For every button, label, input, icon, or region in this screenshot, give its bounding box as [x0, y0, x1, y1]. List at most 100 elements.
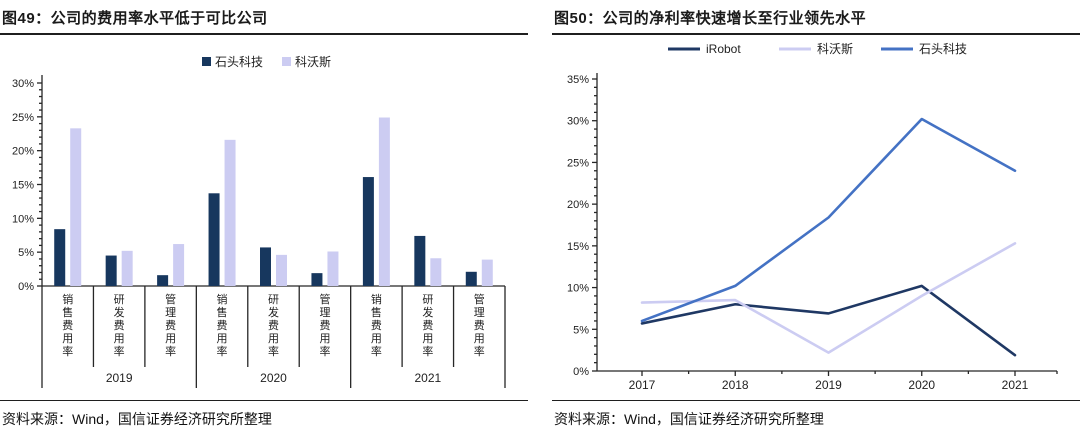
category-label-char: 研	[268, 294, 279, 306]
category-label-char: 售	[62, 305, 73, 319]
legend-label-科沃斯: 科沃斯	[295, 55, 331, 69]
x-tick-label-2021: 2021	[1002, 378, 1029, 392]
category-label-char: 研	[114, 294, 125, 306]
series-line-科沃斯	[640, 242, 1017, 354]
category-label-char: 费	[422, 319, 433, 332]
year-label-2019: 2019	[106, 371, 133, 385]
category-label-char: 用	[217, 333, 228, 345]
x-tick-label-2020: 2020	[908, 378, 935, 392]
category-label-char: 率	[474, 344, 485, 358]
y-tick-label: 25%	[567, 157, 589, 169]
figure-50-title: 图50：公司的净利率快速增长至行业领先水平	[552, 0, 1080, 35]
category-label-char: 发	[268, 305, 279, 319]
bar-科沃斯-2021-管理费用率	[481, 259, 493, 286]
y-tick-label: 20%	[12, 146, 34, 158]
y-tick-label: 10%	[567, 283, 589, 295]
category-label-char: 率	[371, 344, 382, 358]
category-label-char: 费	[474, 319, 485, 332]
legend-label-iRobot: iRobot	[706, 42, 741, 56]
y-axis	[37, 75, 505, 388]
legend-swatch-科沃斯	[282, 57, 291, 66]
year-label-2020: 2020	[260, 371, 287, 385]
bar-石头科技-2019-研发费用率	[105, 255, 117, 286]
category-label-char: 售	[217, 305, 228, 319]
category-label-char: 研	[422, 294, 433, 306]
category-label-char: 用	[474, 333, 485, 345]
y-tick-label: 0%	[18, 281, 34, 293]
category-label-char: 费	[371, 319, 382, 332]
category-label-char: 率	[422, 344, 433, 358]
category-label-char: 用	[422, 333, 433, 345]
figure-50-panel: 图50：公司的净利率快速增长至行业领先水平 iRobot 科沃斯 石头科技 0% 5% 1…	[552, 0, 1080, 435]
category-label-char: 率	[268, 344, 279, 358]
category-label-char: 发	[422, 305, 433, 319]
figure-50-source-note: 资料来源：Wind，国信证券经济研究所整理	[552, 400, 1080, 429]
category-label-char: 销	[217, 292, 228, 306]
y-tick-label: 25%	[12, 112, 34, 124]
x-tick-label-2017: 2017	[629, 378, 656, 392]
legend-label-石头科技: 石头科技	[919, 42, 967, 56]
category-label-char: 费	[165, 319, 176, 332]
net-margin-line-chart: iRobot 科沃斯 石头科技 0% 5% 10% 15% 20% 25% 30% 35% 2017 2…	[552, 35, 1080, 400]
category-label-char: 费	[62, 319, 73, 332]
y-tick-label: 0%	[573, 366, 589, 378]
category-label-char: 用	[268, 333, 279, 345]
y-tick-label: 35%	[567, 74, 589, 86]
y-tick-label: 30%	[567, 116, 589, 128]
category-label-char: 用	[319, 333, 330, 345]
category-label-char: 理	[165, 306, 176, 319]
bar-石头科技-2019-销售费用率	[54, 229, 66, 286]
category-label-char: 率	[217, 344, 228, 358]
category-label-char: 费	[217, 319, 228, 332]
legend-swatch-石头科技	[202, 57, 211, 66]
category-label-char: 销	[62, 292, 73, 306]
y-tick-label: 5%	[573, 324, 589, 336]
category-label-char: 率	[62, 344, 73, 358]
category-label-char: 用	[165, 333, 176, 345]
category-label-char: 销	[371, 292, 382, 306]
bar-石头科技-2020-管理费用率	[311, 273, 323, 286]
category-label-char: 率	[165, 344, 176, 358]
line-chart-svg: iRobot 科沃斯 石头科技 0% 5% 10% 15% 20% 25% 30% 35% 2017 2…	[567, 42, 1058, 392]
category-label-char: 用	[114, 333, 125, 345]
category-separators	[92, 286, 506, 388]
bar-科沃斯-2020-销售费用率	[224, 139, 236, 286]
y-tick-label: 30%	[12, 78, 34, 90]
axes	[592, 73, 1058, 376]
series-line-石头科技	[640, 117, 1017, 323]
series-line-iRobot	[640, 284, 1017, 357]
bar-科沃斯-2019-研发费用率	[121, 250, 133, 286]
bar-石头科技-2021-研发费用率	[414, 235, 426, 286]
category-label-char: 率	[114, 344, 125, 358]
category-label-char: 用	[62, 333, 73, 345]
x-tick-label-2018: 2018	[722, 378, 749, 392]
category-label-char: 管	[474, 292, 485, 306]
figure-49-source-note: 资料来源：Wind，国信证券经济研究所整理	[0, 400, 528, 429]
legend: iRobot 科沃斯 石头科技	[668, 42, 967, 56]
category-label-char: 理	[474, 306, 485, 319]
y-tick-label: 15%	[567, 241, 589, 253]
category-label-char: 管	[165, 292, 176, 306]
legend-label-石头科技: 石头科技	[215, 55, 263, 69]
category-label-char: 管	[319, 292, 330, 306]
figure-49-panel: 图49：公司的费用率水平低于可比公司 石头科技 科沃斯 0% 5% 10% 15% 20% 2…	[0, 0, 528, 435]
category-label-char: 用	[371, 333, 382, 345]
y-tick-label: 20%	[567, 199, 589, 211]
bar-科沃斯-2020-管理费用率	[327, 251, 339, 286]
bar-科沃斯-2019-销售费用率	[70, 128, 82, 286]
bar-石头科技-2020-研发费用率	[260, 247, 271, 286]
bar-科沃斯-2019-管理费用率	[173, 244, 185, 286]
category-label-char: 费	[114, 319, 125, 332]
bar-科沃斯-2021-销售费用率	[378, 117, 390, 286]
legend: 石头科技 科沃斯	[202, 55, 331, 69]
category-label-char: 发	[114, 305, 125, 319]
bar-石头科技-2021-管理费用率	[465, 271, 477, 286]
y-tick-label: 10%	[12, 213, 34, 225]
x-tick-label-2019: 2019	[815, 378, 842, 392]
year-label-2021: 2021	[414, 371, 441, 385]
category-label-char: 理	[319, 306, 330, 319]
bar-石头科技-2019-管理费用率	[157, 275, 169, 286]
